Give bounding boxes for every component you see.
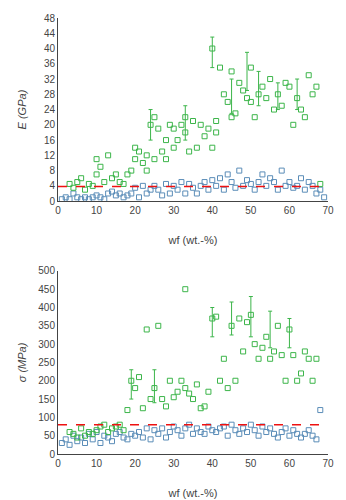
svg-text:60: 60 <box>284 458 296 469</box>
svg-text:40: 40 <box>207 458 219 469</box>
svg-text:70: 70 <box>322 205 334 216</box>
svg-text:400: 400 <box>38 302 55 313</box>
svg-text:40: 40 <box>207 205 219 216</box>
svg-text:250: 250 <box>38 357 55 368</box>
svg-text:44: 44 <box>44 28 56 39</box>
svg-text:60: 60 <box>284 205 296 216</box>
svg-text:32: 32 <box>44 74 56 85</box>
svg-text:40: 40 <box>44 43 56 54</box>
svg-text:20: 20 <box>130 458 142 469</box>
svg-text:100: 100 <box>38 412 55 423</box>
svg-text:12: 12 <box>44 150 56 161</box>
svg-text:200: 200 <box>38 375 55 386</box>
svg-text:10: 10 <box>91 458 103 469</box>
svg-text:300: 300 <box>38 339 55 350</box>
svg-text:28: 28 <box>44 89 56 100</box>
svg-text:10: 10 <box>91 205 103 216</box>
svg-text:70: 70 <box>322 458 334 469</box>
svg-text:4: 4 <box>49 180 55 191</box>
svg-text:30: 30 <box>168 205 180 216</box>
svg-text:500: 500 <box>38 265 55 276</box>
svg-text:150: 150 <box>38 394 55 405</box>
svg-text:30: 30 <box>168 458 180 469</box>
svg-text:50: 50 <box>245 205 257 216</box>
svg-text:E (GPa): E (GPa) <box>16 89 28 129</box>
svg-text:0: 0 <box>55 205 61 216</box>
svg-text:wf (wt.-%): wf (wt.-%) <box>168 234 218 246</box>
svg-text:24: 24 <box>44 104 56 115</box>
svg-text:0: 0 <box>49 196 55 207</box>
svg-text:σ (MPa): σ (MPa) <box>16 342 28 382</box>
svg-text:0: 0 <box>49 449 55 460</box>
svg-text:36: 36 <box>44 58 56 69</box>
svg-text:wf (wt.-%): wf (wt.-%) <box>168 487 218 499</box>
svg-text:20: 20 <box>44 119 56 130</box>
svg-text:8: 8 <box>49 165 55 176</box>
svg-text:48: 48 <box>44 13 56 24</box>
svg-text:350: 350 <box>38 320 55 331</box>
svg-text:450: 450 <box>38 284 55 295</box>
svg-text:50: 50 <box>44 430 56 441</box>
svg-text:16: 16 <box>44 135 56 146</box>
svg-text:50: 50 <box>245 458 257 469</box>
svg-text:0: 0 <box>55 458 61 469</box>
svg-text:20: 20 <box>130 205 142 216</box>
